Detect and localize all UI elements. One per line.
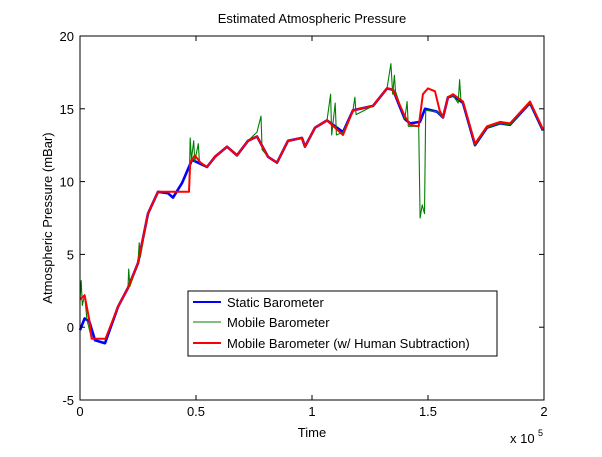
x-tick-label: 0.5	[187, 404, 205, 419]
y-tick-label: 10	[60, 175, 74, 190]
legend-label-mobile: Mobile Barometer	[227, 315, 330, 330]
legend-label-static: Static Barometer	[227, 295, 324, 310]
x-tick-label: 2	[540, 404, 547, 419]
y-tick-label: 0	[67, 320, 74, 335]
series-layer	[78, 63, 545, 345]
legend-box	[187, 290, 498, 357]
y-axis-label: Atmospheric Pressure (mBar)	[40, 132, 55, 303]
x-axis-label: Time	[298, 425, 326, 440]
y-tick-label: 5	[67, 247, 74, 262]
y-tick-label: -5	[62, 393, 74, 408]
x-tick-label: 0	[76, 404, 83, 419]
legend: Static Barometer Mobile Barometer Mobile…	[187, 290, 498, 357]
x-exponent-label: x 10	[510, 431, 535, 446]
y-tick-label: 20	[60, 29, 74, 44]
x-tick-label: 1.5	[419, 404, 437, 419]
y-tick-label: 15	[60, 102, 74, 117]
x-tick-label: 1	[308, 404, 315, 419]
legend-label-mobile-subtracted: Mobile Barometer (w/ Human Subtraction)	[227, 336, 470, 351]
chart-title: Estimated Atmospheric Pressure	[218, 11, 407, 26]
x-exponent-power: 5	[538, 428, 543, 438]
series-mobile-barometer-subtracted	[79, 87, 544, 340]
